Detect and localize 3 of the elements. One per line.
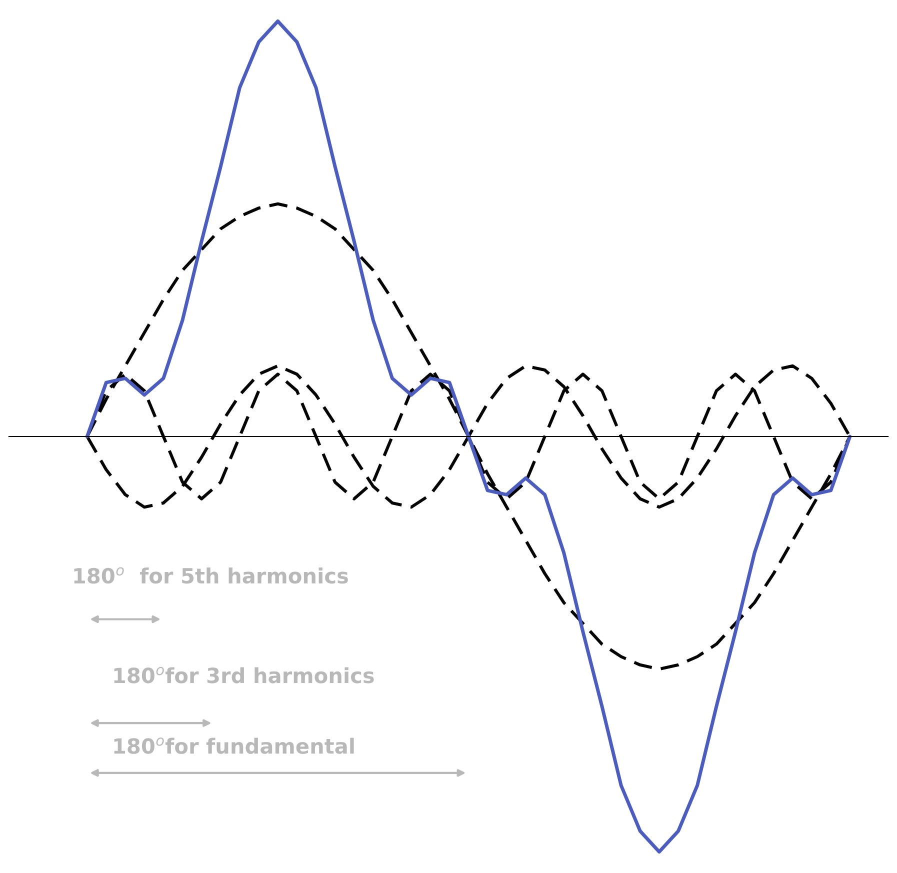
annotation: 180$^{o}$for 3rd harmonics <box>114 666 374 684</box>
annotation: 180$^{o}$ for 5th harmonics <box>74 567 348 584</box>
annotation: 180$^{o}$for fundamental <box>114 737 354 754</box>
